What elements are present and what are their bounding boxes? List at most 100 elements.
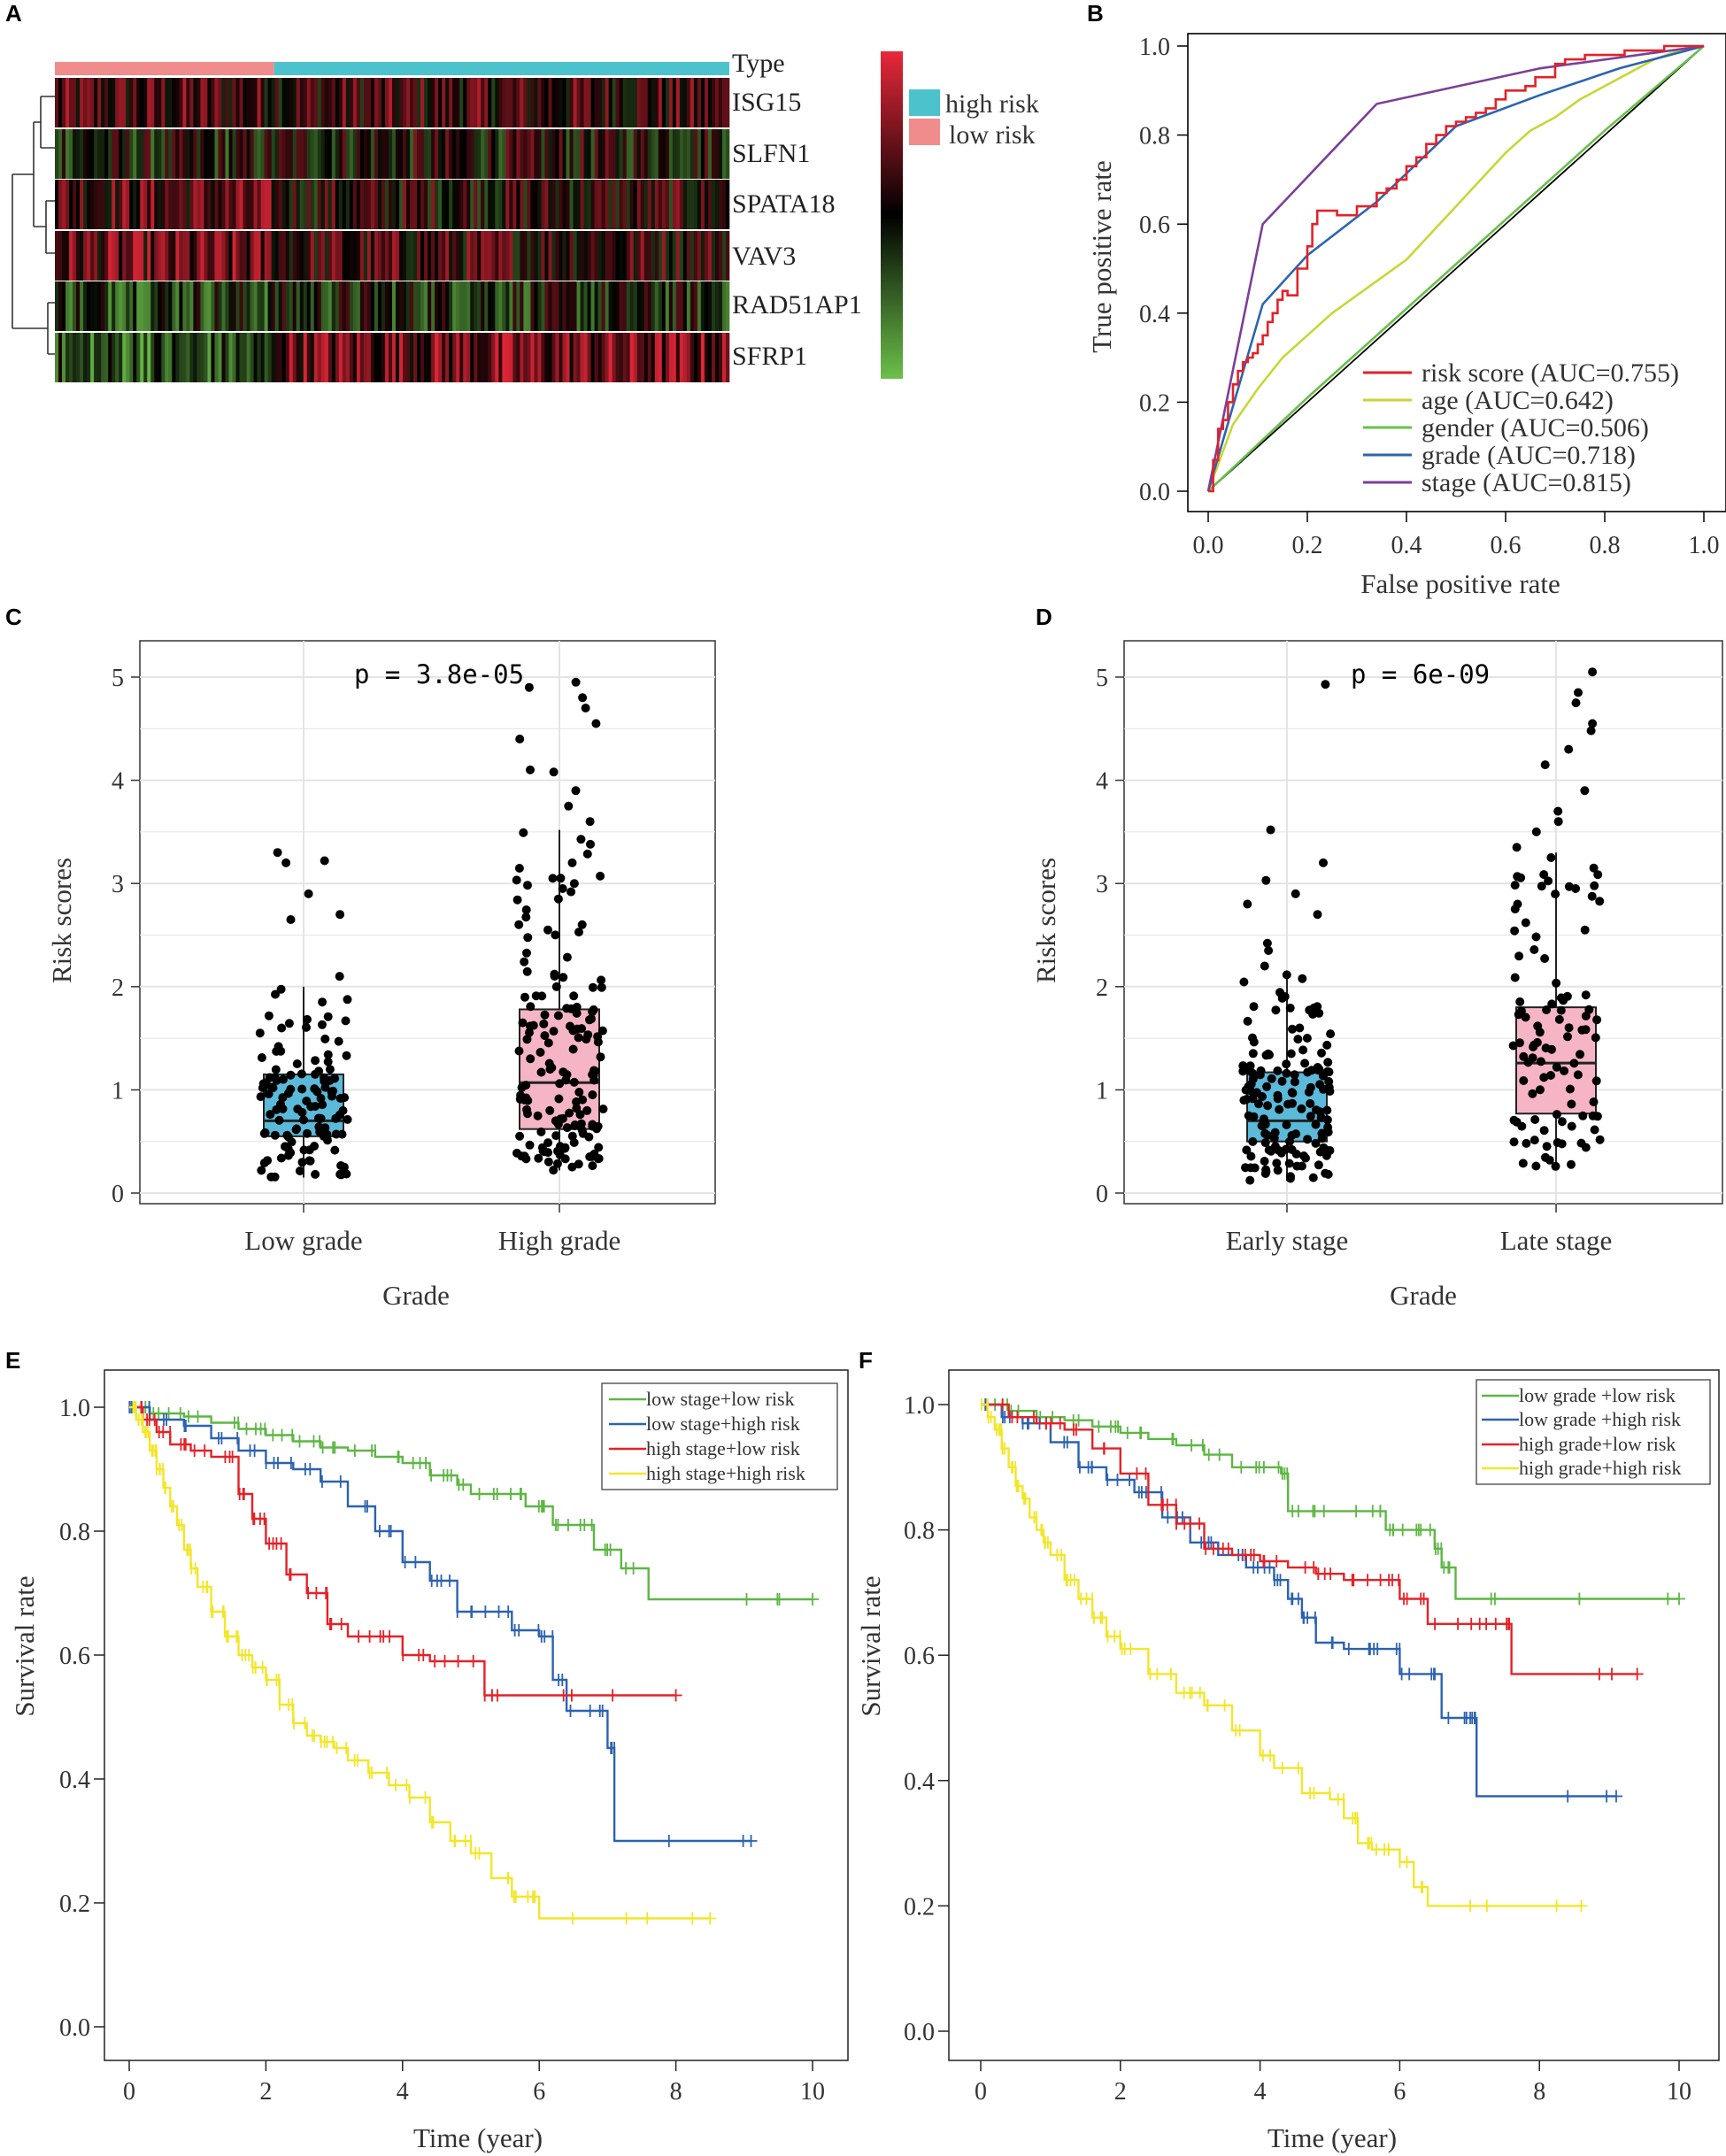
roc-y-tick-label: 0.4: [1139, 301, 1170, 328]
box-point: [323, 1012, 333, 1021]
heatmap-cell: [140, 129, 144, 179]
heatmap-cell: [281, 231, 286, 281]
heatmap-cell: [590, 333, 595, 382]
box-point: [1559, 996, 1568, 1005]
heatmap-cell: [211, 129, 215, 179]
box-point: [549, 1027, 559, 1036]
heatmap-cell: [292, 333, 297, 382]
box-point: [525, 1140, 535, 1150]
heatmap-cell: [527, 231, 531, 281]
heatmap-cell: [679, 180, 684, 229]
heatmap-cell: [384, 231, 389, 281]
heatmap-cell: [303, 231, 308, 281]
heatmap-cell: [356, 231, 361, 281]
heatmap-cell: [612, 78, 616, 127]
box-point: [597, 1026, 607, 1036]
heatmap-cell: [594, 333, 598, 382]
heatmap-cell: [548, 180, 552, 229]
heatmap-cell: [566, 78, 570, 127]
box-point: [1282, 1068, 1291, 1078]
heatmap-cell: [605, 78, 609, 127]
heatmap-cell: [313, 231, 319, 281]
heatmap-cell: [235, 231, 240, 281]
heatmap-cell: [235, 78, 240, 127]
heatmap-cell: [260, 281, 265, 331]
heatmap-cell: [505, 333, 510, 382]
heatmap-cell: [714, 333, 720, 382]
heatmap-cell: [658, 231, 663, 281]
box-point: [1567, 1121, 1576, 1131]
heatmap-cell: [101, 231, 105, 281]
km-x-tick-label: 2: [259, 2078, 272, 2106]
box-point: [596, 1052, 605, 1062]
km-f-legend-box: [1476, 1379, 1711, 1485]
km-y-tick-label: 0.4: [59, 1767, 90, 1794]
heatmap-cell: [342, 333, 347, 382]
box-point: [303, 1128, 312, 1138]
box-point: [340, 1093, 350, 1103]
heatmap-cell: [619, 78, 623, 127]
heatmap-cell: [324, 129, 329, 179]
box-point: [1522, 1138, 1531, 1148]
heatmap-cell: [505, 78, 510, 127]
box-point-outlier: [286, 915, 296, 924]
box-point: [526, 1021, 535, 1031]
heatmap-cell: [470, 129, 474, 179]
box-point: [1252, 1088, 1261, 1097]
heatmap-cell: [661, 333, 667, 382]
box-point: [597, 975, 606, 985]
heatmap-cell: [509, 231, 513, 281]
heatmap-cell: [320, 129, 326, 179]
heatmap-cell: [668, 78, 674, 127]
box-y-tick-label: 1: [112, 1077, 124, 1105]
box-point: [1283, 1099, 1293, 1109]
heatmap-cell: [424, 129, 428, 179]
heatmap-cell: [359, 78, 365, 127]
box-point: [1260, 1157, 1269, 1166]
heatmap-cell: [682, 231, 688, 281]
heatmap-cell: [349, 231, 354, 281]
heatmap-cell: [260, 333, 265, 382]
heatmap-cell: [115, 78, 119, 127]
heatmap-cell: [97, 333, 102, 382]
box-point: [292, 1059, 302, 1068]
heatmap-cell: [228, 231, 233, 281]
heatmap-cell: [370, 281, 375, 331]
heatmap-cell: [62, 231, 66, 281]
heatmap-cell: [403, 78, 407, 127]
heatmap-cell: [452, 281, 457, 331]
heatmap-cell: [168, 129, 173, 179]
box-point: [559, 1067, 568, 1077]
heatmap-cell: [580, 231, 584, 281]
heatmap-cell: [62, 281, 66, 331]
box-point: [1293, 1035, 1303, 1044]
heatmap-cell: [544, 129, 549, 179]
box-point: [334, 1036, 343, 1046]
heatmap-cell: [714, 231, 720, 281]
heatmap-cell: [629, 180, 635, 229]
roc-legend-grade: grade (AUC=0.718): [1422, 441, 1636, 470]
heatmap-cell: [175, 333, 180, 382]
box-point: [1315, 1107, 1325, 1117]
heatmap-cell: [200, 129, 204, 179]
heatmap-cell: [289, 281, 293, 331]
box-point: [327, 1087, 336, 1097]
box-point-outlier: [1321, 680, 1330, 689]
heatmap-cell: [417, 333, 421, 382]
heatmap-cell: [359, 129, 365, 179]
heatmap-cell: [214, 333, 219, 382]
heatmap-cell: [140, 281, 144, 331]
box-point-outlier: [1553, 817, 1563, 827]
heatmap-cell: [481, 129, 485, 179]
heatmap-cell: [306, 333, 312, 382]
heatmap-type-label: Type: [732, 49, 785, 78]
heatmap-cell: [697, 78, 702, 127]
heatmap-cell: [544, 78, 549, 127]
box-point-outlier: [1540, 760, 1550, 770]
box-point: [331, 1113, 341, 1123]
heatmap-cell: [168, 281, 173, 331]
heatmap-cell: [296, 78, 301, 127]
heatmap-cell: [335, 78, 340, 127]
heatmap-cell: [438, 129, 443, 179]
heatmap-cell: [693, 333, 698, 382]
